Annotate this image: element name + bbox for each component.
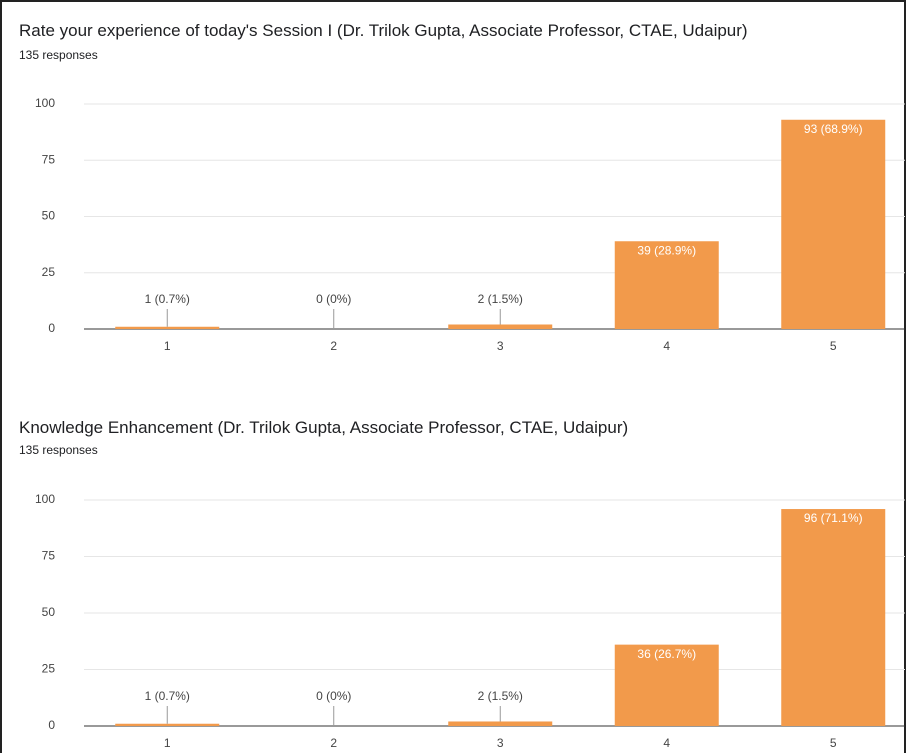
bar — [614, 241, 719, 329]
bar — [614, 644, 719, 726]
x-tick-label: 4 — [663, 736, 670, 750]
y-tick-label: 0 — [48, 321, 55, 335]
x-tick-label: 3 — [497, 736, 504, 750]
y-tick-label: 0 — [48, 718, 55, 732]
chart-subtitle: 135 responses — [19, 443, 98, 457]
x-tick-label: 2 — [330, 736, 337, 750]
chart-title: Rate your experience of today's Session … — [19, 21, 748, 40]
data-label: 0 (0%) — [316, 689, 351, 703]
bar — [448, 721, 553, 726]
data-label: 1 (0.7%) — [145, 292, 190, 306]
x-tick-label: 3 — [497, 339, 504, 353]
x-tick-label: 5 — [830, 736, 837, 750]
bar — [115, 723, 220, 726]
chart-title: Knowledge Enhancement (Dr. Trilok Gupta,… — [19, 418, 628, 437]
y-tick-label: 25 — [42, 265, 56, 279]
data-label: 2 (1.5%) — [478, 689, 523, 703]
y-tick-label: 75 — [42, 549, 56, 563]
bar — [448, 324, 553, 329]
y-tick-label: 25 — [42, 662, 56, 676]
y-tick-label: 75 — [42, 152, 56, 166]
y-tick-label: 50 — [42, 605, 56, 619]
x-tick-label: 1 — [164, 339, 171, 353]
bar — [781, 509, 886, 726]
x-tick-label: 2 — [330, 339, 337, 353]
x-tick-label: 1 — [164, 736, 171, 750]
data-label: 0 (0%) — [316, 292, 351, 306]
x-tick-label: 5 — [830, 339, 837, 353]
y-tick-label: 100 — [35, 492, 55, 506]
x-tick-label: 4 — [663, 339, 670, 353]
data-label: 1 (0.7%) — [145, 689, 190, 703]
data-label: 96 (71.1%) — [804, 511, 863, 525]
data-label: 93 (68.9%) — [804, 122, 863, 136]
chart-subtitle: 135 responses — [19, 48, 98, 62]
data-label: 36 (26.7%) — [637, 647, 696, 661]
bar — [115, 326, 220, 329]
y-tick-label: 100 — [35, 96, 55, 110]
bar — [781, 119, 886, 329]
data-label: 2 (1.5%) — [478, 292, 523, 306]
data-label: 39 (28.9%) — [637, 243, 696, 257]
y-tick-label: 50 — [42, 209, 56, 223]
